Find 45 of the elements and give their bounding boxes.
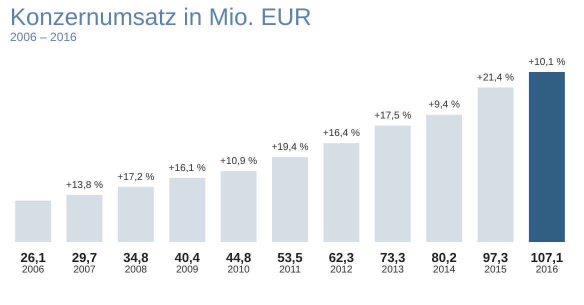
bar: [220, 170, 257, 242]
bar: [66, 194, 102, 242]
annotation: +10,1 %: [528, 57, 566, 68]
x-tick-label: 2015: [484, 264, 508, 276]
x-tick-label: 2007: [73, 264, 96, 276]
bar: [426, 114, 462, 242]
data-label: 80,2: [431, 250, 457, 265]
annotation: +10,9 %: [220, 156, 258, 167]
data-label: 53,5: [277, 250, 303, 265]
data-label: 62,3: [328, 250, 354, 265]
bar: [323, 143, 360, 242]
x-tick-label: 2016: [536, 264, 558, 276]
x-tick-label: 2006: [22, 264, 45, 276]
x-tick-label: 2010: [228, 264, 250, 276]
annotation: +16,1 %: [168, 162, 206, 174]
x-tick-label: 2008: [124, 264, 148, 276]
bar: [528, 72, 565, 242]
chart-subtitle: 2006 – 2016: [10, 30, 78, 44]
bar: [478, 88, 514, 242]
annotation: +17,2 %: [117, 172, 154, 183]
x-tick-label: 2012: [330, 264, 353, 276]
x-tick-label: 2013: [382, 264, 404, 276]
data-label: 29,7: [72, 250, 98, 265]
data-label: 73,3: [380, 250, 406, 265]
x-tick-label: 2014: [433, 264, 456, 276]
annotation: +17,5 %: [374, 110, 412, 122]
bar: [169, 178, 206, 242]
annotation: +16,4 %: [322, 128, 360, 140]
annotation: +21,4 %: [477, 72, 514, 84]
data-label: 44,8: [226, 250, 252, 265]
data-label: 97,3: [482, 250, 508, 265]
bar: [118, 186, 154, 242]
bar: [272, 157, 308, 242]
annotation: +19,4 %: [272, 142, 309, 154]
data-label: 26,1: [20, 250, 46, 265]
bar: [374, 126, 411, 242]
x-tick-label: 2009: [176, 264, 199, 276]
bar: [15, 200, 52, 242]
annotation: +9,4 %: [428, 100, 460, 111]
data-label: 107,1: [530, 250, 564, 265]
chart-title: Konzernumsatz in Mio. EUR: [10, 4, 312, 31]
annotation: +13,8 %: [66, 180, 104, 191]
data-label: 40,4: [174, 250, 201, 265]
x-tick-label: 2011: [279, 264, 302, 276]
data-label: 34,8: [123, 250, 149, 265]
